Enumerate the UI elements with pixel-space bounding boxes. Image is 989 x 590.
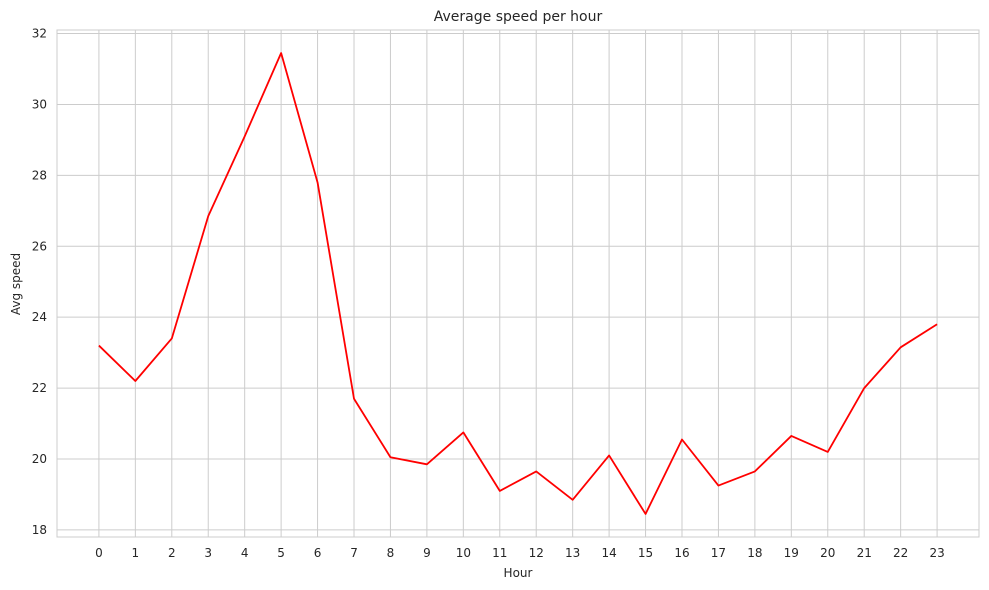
y-tick-label: 26 bbox=[32, 239, 47, 253]
x-tick-label: 13 bbox=[565, 546, 580, 560]
x-tick-label: 7 bbox=[350, 546, 358, 560]
y-axis-label: Avg speed bbox=[9, 253, 23, 315]
x-tick-label: 21 bbox=[857, 546, 872, 560]
grid bbox=[57, 30, 979, 537]
x-tick-label: 18 bbox=[747, 546, 762, 560]
x-tick-label: 0 bbox=[95, 546, 103, 560]
x-tick-label: 16 bbox=[674, 546, 689, 560]
x-tick-label: 8 bbox=[387, 546, 395, 560]
y-tick-labels: 18 20 22 24 26 28 30 32 bbox=[32, 27, 47, 537]
y-tick-label: 18 bbox=[32, 523, 47, 537]
chart-title: Average speed per hour bbox=[434, 9, 603, 25]
x-tick-label: 11 bbox=[492, 546, 507, 560]
x-tick-label: 15 bbox=[638, 546, 653, 560]
x-tick-label: 3 bbox=[204, 546, 212, 560]
y-tick-label: 28 bbox=[32, 168, 47, 182]
y-tick-label: 24 bbox=[32, 310, 47, 324]
x-tick-label: 17 bbox=[711, 546, 726, 560]
x-tick-label: 4 bbox=[241, 546, 249, 560]
y-tick-label: 30 bbox=[32, 97, 47, 111]
x-tick-label: 9 bbox=[423, 546, 431, 560]
x-tick-labels: 0 1 2 3 4 5 6 7 8 9 10 11 12 13 14 15 16 17 18 19 20 21 22 23 bbox=[95, 546, 945, 560]
x-tick-label: 2 bbox=[168, 546, 176, 560]
x-tick-label: 14 bbox=[601, 546, 616, 560]
x-tick-label: 12 bbox=[529, 546, 544, 560]
y-tick-label: 20 bbox=[32, 452, 47, 466]
x-tick-label: 1 bbox=[132, 546, 140, 560]
series-line bbox=[98, 52, 938, 515]
x-axis-label: Hour bbox=[504, 566, 533, 580]
y-tick-label: 22 bbox=[32, 381, 47, 395]
x-tick-label: 23 bbox=[929, 546, 944, 560]
x-tick-label: 19 bbox=[784, 546, 799, 560]
x-tick-label: 22 bbox=[893, 546, 908, 560]
y-tick-label: 32 bbox=[32, 27, 47, 41]
x-tick-label: 10 bbox=[456, 546, 471, 560]
plot-frame bbox=[56, 29, 980, 538]
x-tick-label: 5 bbox=[277, 546, 285, 560]
x-tick-label: 20 bbox=[820, 546, 835, 560]
x-tick-label: 6 bbox=[314, 546, 322, 560]
